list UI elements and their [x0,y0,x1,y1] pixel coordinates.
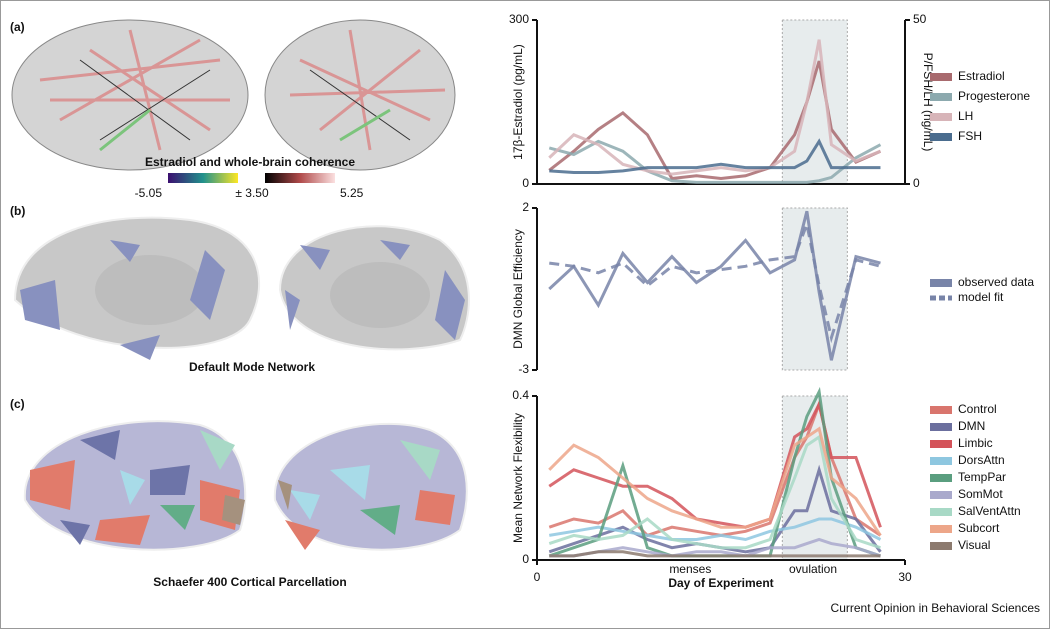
series-line [548,464,882,554]
legend-label: Control [958,402,997,416]
y-axis-label: DMN Global Efficiency [511,229,525,349]
brain-network [11,19,456,171]
y2-tick-label: 0 [913,176,920,190]
brain-title: Schaefer 400 Cortical Parcellation [153,575,346,589]
brain-title: Default Mode Network [189,360,315,374]
series-line [548,139,882,184]
annotation: menses [669,562,711,576]
x-tick-label: 0 [534,570,541,584]
legend-label: DorsAttn [958,453,1005,467]
brain-dmn [13,216,470,360]
highlight-band [781,19,848,185]
y2-tick-label: 50 [913,12,927,26]
series-line [549,517,882,542]
panel-label: (b) [10,204,25,218]
legend-label: model fit [958,290,1004,304]
x-axis-label: Day of Experiment [668,576,773,590]
panel-label: (a) [10,20,25,34]
legend-label: TempPar [958,470,1006,484]
series-line [548,426,882,537]
footer: Current Opinion in Behavioral Sciences [831,601,1040,615]
y-axis-label: Mean Network Flexibility [511,413,525,543]
series-line [548,39,882,176]
y-tick-label: -3 [518,362,529,376]
legend-label: Visual [958,538,990,552]
y-tick-label: 2 [522,200,529,214]
legend-label: SomMot [958,487,1003,501]
legend-label: DMN [958,419,985,433]
series-line [549,218,881,344]
legend-label: Estradiol [958,69,1005,83]
highlight-band [781,207,848,371]
series-line [548,210,881,361]
brain-parcellation [23,420,468,551]
y-tick-label: 0 [522,552,529,566]
legend-label: Subcort [958,521,1000,535]
legend-label: SalVentAttn [958,504,1021,518]
brain-title: Estradiol and whole-brain coherence [145,155,355,169]
colorbar-label: 5.25 [340,186,364,200]
series-line [549,138,881,175]
colorbar [265,173,335,183]
x-tick-label: 30 [898,570,912,584]
y-tick-label: 300 [509,12,529,26]
series-line [549,537,881,558]
legend-label: Limbic [958,436,993,450]
highlight-band [781,395,848,561]
legend-label: Progesterone [958,89,1030,103]
y-axis-label: 17β-Estradiol (pg/mL) [511,44,525,160]
legend-label: observed data [958,275,1034,289]
legend-label: FSH [958,129,982,143]
colorbar [168,173,238,183]
colorbar-label: -5.05 [135,186,163,200]
legend-label: LH [958,109,973,123]
series-line [549,550,881,558]
series-line [548,434,881,550]
y-tick-label: 0 [522,176,529,190]
panel-label: (c) [10,397,25,411]
colorbar-label: ± 3.50 [235,186,269,200]
annotation: ovulation [789,562,837,576]
y-tick-label: 0.4 [512,388,529,402]
